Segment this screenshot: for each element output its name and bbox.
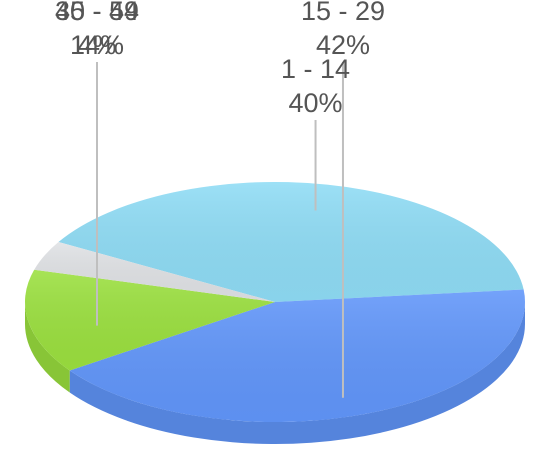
pie-3d-sides bbox=[25, 302, 525, 445]
slice-label-3: 45 - 59 bbox=[55, 0, 139, 26]
data-labels: 1 - 14 40% 15 - 29 42% 30 - 44 14% 45 - 59 4% bbox=[55, 0, 385, 118]
pie-slice-sheen-1 bbox=[69, 289, 526, 423]
pie-slice-sheen-2 bbox=[24, 269, 275, 371]
pie-side-1 bbox=[69, 302, 525, 445]
pie-side-2 bbox=[25, 302, 70, 393]
pie-slice-sheen-3 bbox=[34, 242, 276, 302]
slice-percent-2: 14% bbox=[70, 30, 124, 60]
slice-label-2: 30 - 44 bbox=[55, 0, 139, 26]
slice-percent-0: 40% bbox=[289, 88, 343, 118]
pie-slice-sheen-0 bbox=[58, 182, 524, 302]
slice-percent-1: 42% bbox=[316, 30, 370, 60]
leader-lines bbox=[96, 62, 344, 398]
slice-label-1: 15 - 29 bbox=[301, 0, 385, 26]
pie-slices bbox=[24, 182, 526, 423]
slice-percent-3: 4% bbox=[77, 30, 116, 60]
slice-label-0: 1 - 14 bbox=[281, 54, 350, 84]
